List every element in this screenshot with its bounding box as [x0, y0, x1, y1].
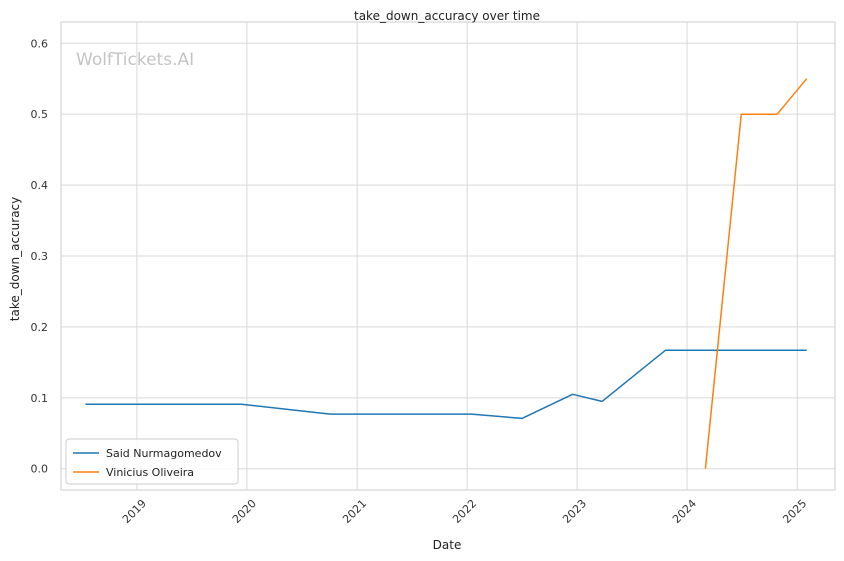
y-tick-label: 0.3	[31, 250, 49, 263]
x-tick-label: 2020	[230, 497, 259, 526]
legend-label-said: Said Nurmagomedov	[106, 447, 222, 460]
y-tick-label: 0.6	[31, 37, 49, 50]
legend-label-vinicius: Vinicius Oliveira	[106, 466, 194, 479]
x-tick-label: 2022	[450, 497, 479, 526]
chart-title: take_down_accuracy over time	[354, 9, 540, 23]
legend-box	[65, 438, 239, 485]
y-tick-labels: 0.0 0.1 0.2 0.3 0.4 0.5 0.6	[31, 37, 49, 475]
y-tick-label: 0.0	[31, 463, 49, 476]
x-tick-label: 2021	[340, 497, 369, 526]
x-tick-label: 2019	[120, 497, 149, 526]
y-tick-label: 0.4	[31, 179, 49, 192]
x-tick-labels: 2019 2020 2021 2022 2023 2024 2025	[120, 497, 809, 526]
x-tick-label: 2023	[560, 497, 589, 526]
y-axis-title: take_down_accuracy	[8, 197, 22, 321]
y-tick-label: 0.1	[31, 392, 49, 405]
y-tick-label: 0.2	[31, 321, 49, 334]
y-tick-label: 0.5	[31, 108, 49, 121]
x-tick-label: 2025	[780, 497, 809, 526]
series-lines	[85, 78, 808, 469]
watermark: WolfTickets.AI	[76, 50, 194, 70]
series-line-1	[704, 78, 808, 469]
x-tick-label: 2024	[670, 497, 699, 526]
series-line-0	[85, 349, 807, 420]
legend: Said Nurmagomedov Vinicius Oliveira	[65, 438, 239, 485]
x-axis-title: Date	[433, 538, 462, 552]
